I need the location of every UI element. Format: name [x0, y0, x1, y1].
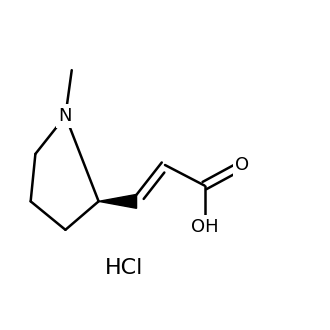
- Text: HCl: HCl: [105, 258, 143, 278]
- Polygon shape: [99, 194, 137, 208]
- Text: N: N: [59, 107, 72, 125]
- Text: OH: OH: [191, 218, 218, 236]
- Text: O: O: [235, 156, 249, 174]
